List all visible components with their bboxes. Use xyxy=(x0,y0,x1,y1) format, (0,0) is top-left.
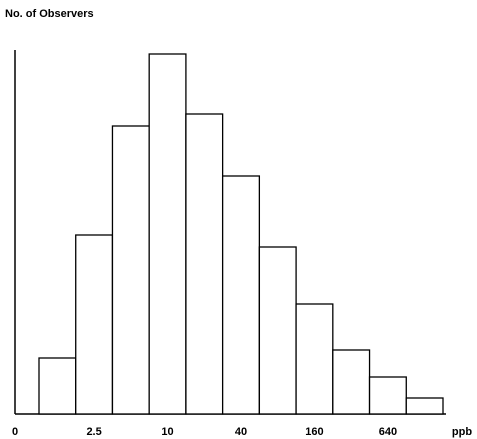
bar xyxy=(38,357,77,415)
bar xyxy=(148,53,187,415)
bar xyxy=(111,125,150,415)
x-tick-label: 40 xyxy=(235,426,247,438)
x-origin-label: 0 xyxy=(12,426,18,438)
x-tick-label: 2.5 xyxy=(86,426,101,438)
bar xyxy=(185,113,224,415)
bar xyxy=(295,303,334,415)
x-axis-label: ppb xyxy=(452,426,472,438)
bar xyxy=(75,234,114,415)
x-tick-label: 160 xyxy=(305,426,323,438)
x-tick-label: 640 xyxy=(379,426,397,438)
bar xyxy=(332,349,371,415)
bar xyxy=(405,397,444,415)
x-tick-label: 10 xyxy=(161,426,173,438)
bar xyxy=(368,376,407,415)
y-axis-label: No. of Observers xyxy=(5,8,94,20)
bar xyxy=(258,246,297,415)
bar xyxy=(221,175,261,415)
